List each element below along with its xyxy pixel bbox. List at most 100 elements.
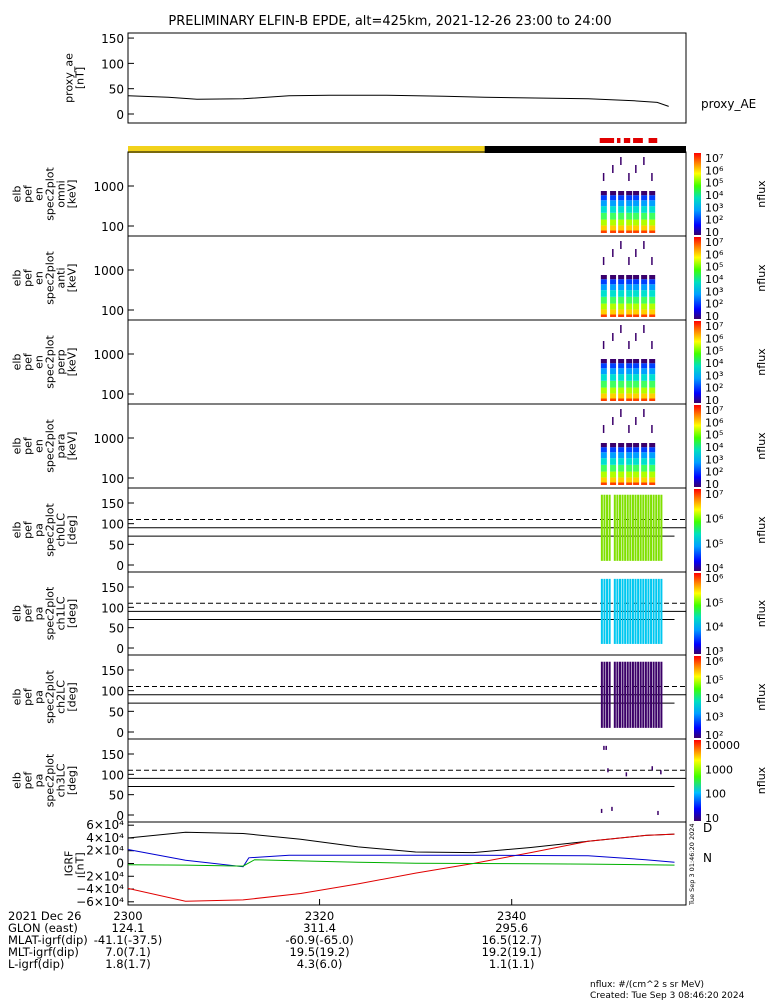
spectrogram-cell xyxy=(612,249,614,257)
y-tick-label: 50 xyxy=(109,538,124,552)
spectrogram-cell xyxy=(633,464,640,472)
pa-cell xyxy=(629,661,632,728)
spectrogram-cell xyxy=(610,296,617,304)
spectrogram-cell xyxy=(641,296,648,304)
pa-cell xyxy=(606,494,609,561)
spectrogram-cell xyxy=(600,284,607,291)
spectrogram-cell xyxy=(602,341,605,349)
spectrogram-cell xyxy=(618,195,625,201)
pa-cell xyxy=(613,494,616,561)
spectrogram-cell xyxy=(610,279,617,285)
spectrogram-cell xyxy=(600,195,607,201)
colorbar-label: nflux xyxy=(755,683,768,711)
spectrogram-cell xyxy=(602,173,605,181)
colorbar-tick-label: 10 xyxy=(705,812,719,825)
y-tick-label: 100 xyxy=(101,768,124,782)
spectrogram-cell xyxy=(618,368,625,375)
y-axis-label: para xyxy=(55,434,68,459)
colorbar-tick-label: 10⁴ xyxy=(705,562,724,575)
y-tick-label: 100 xyxy=(101,685,124,699)
pa-cell xyxy=(625,772,628,777)
pa-cell xyxy=(639,494,642,561)
colorbar-tick-label: 10 xyxy=(705,226,719,239)
pa-cell xyxy=(600,808,603,813)
science-zone-marker xyxy=(616,138,621,143)
pa-cell xyxy=(652,494,655,561)
spectrogram-cell xyxy=(600,309,607,315)
spectrogram-cell xyxy=(600,225,607,231)
pa-cell xyxy=(644,494,647,561)
spectrogram-cell xyxy=(618,374,625,381)
pa-cell xyxy=(660,578,663,644)
colorbar-tick-label: 10⁷ xyxy=(705,488,723,501)
spectrogram-cell xyxy=(626,368,633,375)
spectrogram-cell xyxy=(618,359,625,364)
spectrogram-cell xyxy=(618,443,625,448)
spectrogram-cell xyxy=(628,425,630,433)
y-axis-label: anti xyxy=(55,267,68,288)
y-axis-label: [deg] xyxy=(66,766,79,795)
spectrogram-cell xyxy=(610,471,617,478)
y-tick-label: 50 xyxy=(109,789,124,803)
pa-cell xyxy=(600,578,603,644)
colorbar-tick-label: 10⁶ xyxy=(705,248,724,261)
science-zone-marker xyxy=(623,138,631,143)
colorbar-tick-label: 10⁵ xyxy=(705,177,723,190)
spectrogram-cell xyxy=(626,398,633,401)
y-axis-label: pef xyxy=(22,771,35,790)
colorbar-tick-label: 10⁶ xyxy=(705,655,724,668)
colorbar-tick-label: 10⁵ xyxy=(705,345,723,358)
y-tick-label: 0 xyxy=(116,642,124,656)
pa-cell xyxy=(618,661,621,728)
pa-cell xyxy=(603,578,606,644)
y-tick-label: 100 xyxy=(101,388,124,402)
spectrogram-cell xyxy=(641,206,648,213)
pa-cell xyxy=(626,578,629,644)
spectrogram-cell xyxy=(618,447,625,453)
colorbar-tick-label: 10³ xyxy=(705,201,723,214)
spectrogram-cell xyxy=(626,212,633,220)
spectrogram-cell xyxy=(633,200,640,207)
spectrogram-cell xyxy=(641,452,648,459)
y-axis-label: elb xyxy=(11,186,24,203)
pa-cell xyxy=(634,661,637,728)
spectrogram-cell xyxy=(641,309,648,315)
footer-value: 19.2(19.1) xyxy=(482,945,542,959)
pa-cell xyxy=(600,494,603,561)
spectrogram-cell xyxy=(633,387,640,394)
spectrogram-cell xyxy=(600,219,607,226)
spectrogram-cell xyxy=(641,477,648,483)
spectrogram-cell xyxy=(610,482,617,485)
y-axis-label: spec2plot xyxy=(44,670,57,724)
colorbar xyxy=(694,321,701,403)
spectrogram-cell xyxy=(641,363,648,369)
y-tick-label: 50 xyxy=(109,83,124,97)
spectrogram-cell xyxy=(633,314,640,317)
spectrogram-cell xyxy=(602,425,605,433)
spectrogram-cell xyxy=(600,374,607,381)
spectrogram-cell xyxy=(641,398,648,401)
science-zone-marker xyxy=(633,138,643,143)
y-axis-label: pef xyxy=(22,184,35,203)
spectrogram-cell xyxy=(600,279,607,285)
spectrogram-cell xyxy=(649,447,656,453)
y-tick-label: 150 xyxy=(101,581,124,595)
spectrogram-cell xyxy=(600,443,607,448)
pa-cell xyxy=(660,494,663,561)
y-axis-label: [nT] xyxy=(74,852,87,874)
spectrogram-cell xyxy=(612,333,614,341)
colorbar-tick-label: 10² xyxy=(705,214,723,227)
y-axis-label: pa xyxy=(33,523,46,537)
y-axis-label: en xyxy=(33,355,46,369)
y-tick-label: 0 xyxy=(116,726,124,740)
spectrogram-cell xyxy=(635,333,637,341)
spectrogram-cell xyxy=(649,471,656,478)
spectrogram-cell xyxy=(641,359,648,364)
spectrogram-cell xyxy=(610,303,617,310)
y-axis-label: pa xyxy=(33,607,46,621)
spectrogram-cell xyxy=(618,477,625,483)
spectrogram-cell xyxy=(649,225,656,231)
spectrogram-cell xyxy=(600,387,607,394)
y-tick-label: 100 xyxy=(101,220,124,234)
spectrogram-cell xyxy=(626,279,633,285)
